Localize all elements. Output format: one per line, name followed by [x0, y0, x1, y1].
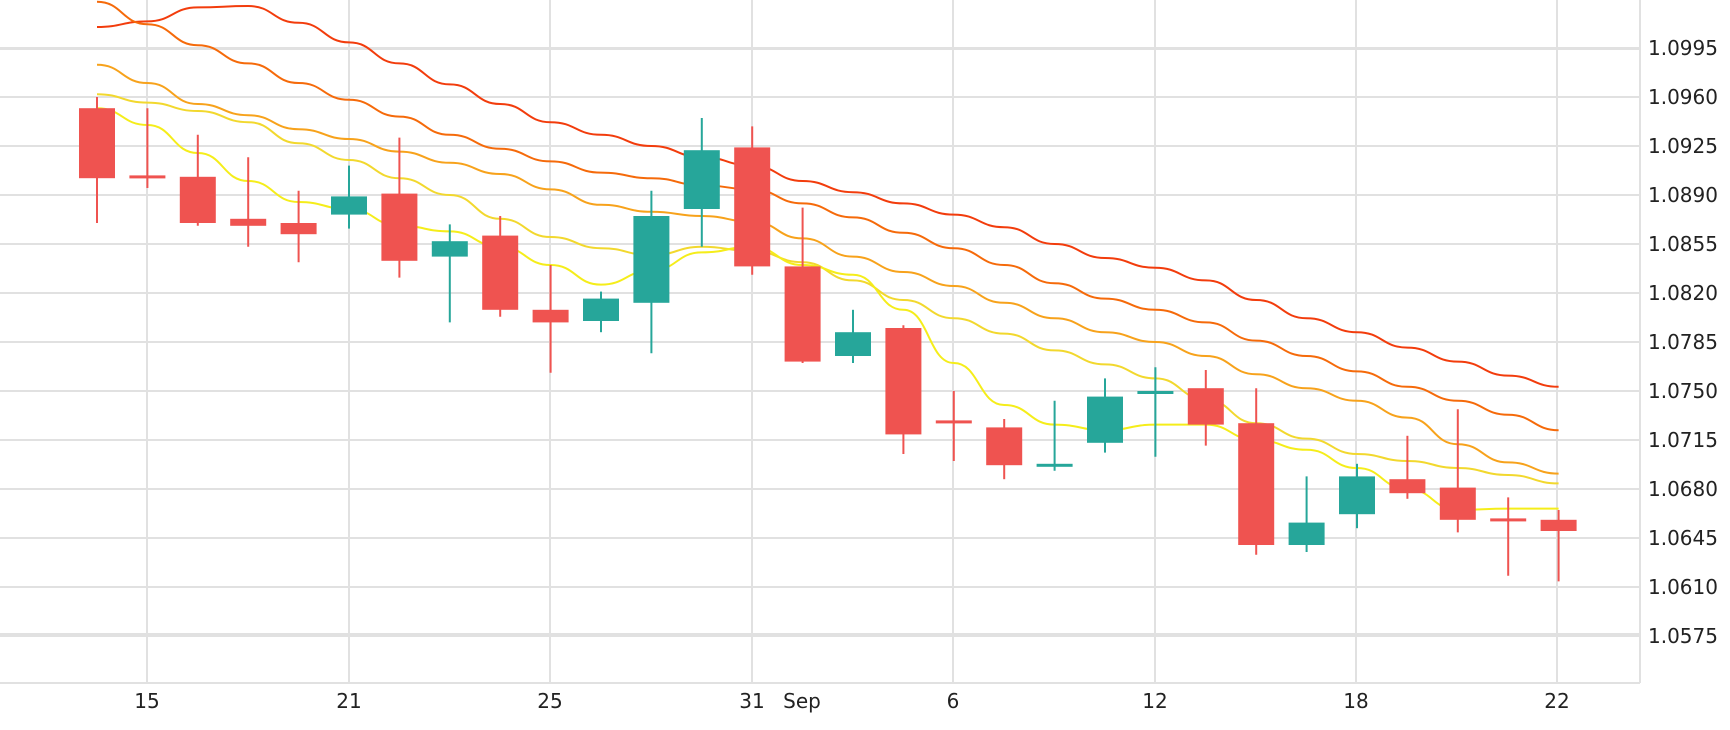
- candle: [230, 157, 267, 247]
- y-axis-labels: 1.0995 1.0960 1.0925 1.0890 1.0855 1.0820 1.07…: [1648, 36, 1718, 648]
- x-tick-label: Sep: [783, 689, 821, 713]
- y-tick-label: 1.0715: [1648, 428, 1718, 452]
- candle-body: [431, 241, 468, 257]
- candle: [1036, 400, 1073, 471]
- moving-average-layer: [96, 0, 1559, 512]
- candle-layer: [79, 97, 1577, 582]
- y-tick-label: 1.0785: [1648, 330, 1718, 354]
- candle-body: [79, 108, 115, 179]
- x-axis-labels: 15 21 25 31 Sep 6 12 18 22: [134, 689, 1569, 713]
- candle: [1540, 510, 1577, 582]
- y-tick-label: 1.0855: [1648, 232, 1718, 256]
- candle: [734, 126, 771, 275]
- candle-body: [1490, 518, 1527, 522]
- candle: [986, 419, 1023, 480]
- candle: [179, 134, 216, 226]
- candle-body: [1540, 519, 1577, 531]
- candle-body: [381, 193, 418, 261]
- candle: [381, 137, 418, 278]
- moving-average-line: [96, 63, 1559, 475]
- candle: [583, 291, 619, 333]
- y-tick-label: 1.0750: [1648, 379, 1718, 403]
- candle-body: [129, 175, 166, 179]
- candle-body: [1137, 391, 1174, 394]
- candle-body: [482, 235, 519, 310]
- candle-body: [532, 309, 569, 323]
- candle: [1288, 476, 1325, 552]
- y-tick-label: 1.0820: [1648, 281, 1718, 305]
- candle-body: [734, 147, 771, 267]
- candle-body: [683, 150, 720, 209]
- candle: [280, 190, 317, 263]
- candle-body: [633, 216, 670, 303]
- y-tick-label: 1.0610: [1648, 575, 1718, 599]
- x-tick-label: 31: [739, 689, 764, 713]
- candle: [1439, 409, 1476, 533]
- candle-body: [784, 266, 821, 362]
- x-tick-label: 25: [537, 689, 562, 713]
- y-tick-label: 1.0925: [1648, 134, 1718, 158]
- x-tick-label: 6: [947, 689, 960, 713]
- y-tick-label: 1.0645: [1648, 526, 1718, 550]
- candle-body: [230, 218, 267, 226]
- candle: [683, 118, 720, 247]
- candle: [331, 165, 367, 229]
- candle: [1490, 497, 1527, 576]
- candle-body: [1238, 423, 1275, 545]
- candle: [1238, 388, 1275, 555]
- candle-body: [1288, 522, 1325, 545]
- candle-body: [179, 176, 216, 223]
- candle: [1339, 463, 1375, 529]
- candle-body: [1389, 479, 1426, 494]
- candle: [1137, 367, 1174, 457]
- candle-body: [331, 196, 367, 215]
- moving-average-line: [96, 0, 1559, 432]
- candle-body: [1187, 388, 1224, 425]
- candle: [482, 216, 519, 317]
- grid-layer: [0, 0, 1641, 684]
- y-tick-label: 1.0960: [1648, 85, 1718, 109]
- candle-body: [1439, 487, 1476, 520]
- x-tick-label: 12: [1142, 689, 1167, 713]
- candle: [1187, 370, 1224, 446]
- candle: [784, 207, 821, 363]
- candle-body: [835, 332, 871, 356]
- candle-body: [1036, 463, 1073, 467]
- candle: [129, 108, 166, 188]
- x-tick-label: 15: [134, 689, 159, 713]
- candle-body: [935, 420, 972, 424]
- candle: [532, 265, 569, 373]
- candle: [79, 97, 115, 223]
- candle: [835, 309, 871, 363]
- y-tick-label: 1.0575: [1648, 624, 1718, 648]
- x-tick-label: 21: [336, 689, 361, 713]
- candle-body: [986, 427, 1023, 466]
- y-tick-label: 1.0995: [1648, 36, 1718, 60]
- candle: [935, 391, 972, 461]
- candle-body: [1087, 396, 1123, 443]
- candle-body: [1339, 476, 1375, 515]
- candle-body: [280, 223, 317, 235]
- candle: [885, 325, 922, 454]
- candle: [1087, 378, 1123, 453]
- candle: [1389, 435, 1426, 499]
- candle-body: [885, 328, 922, 435]
- y-tick-label: 1.0890: [1648, 183, 1718, 207]
- candle: [431, 224, 468, 323]
- moving-average-line: [96, 93, 1559, 485]
- x-tick-label: 22: [1544, 689, 1569, 713]
- y-tick-label: 1.0680: [1648, 477, 1718, 501]
- x-tick-label: 18: [1343, 689, 1368, 713]
- moving-average-line: [96, 4, 1559, 388]
- candle: [633, 190, 670, 354]
- candle-body: [583, 298, 619, 321]
